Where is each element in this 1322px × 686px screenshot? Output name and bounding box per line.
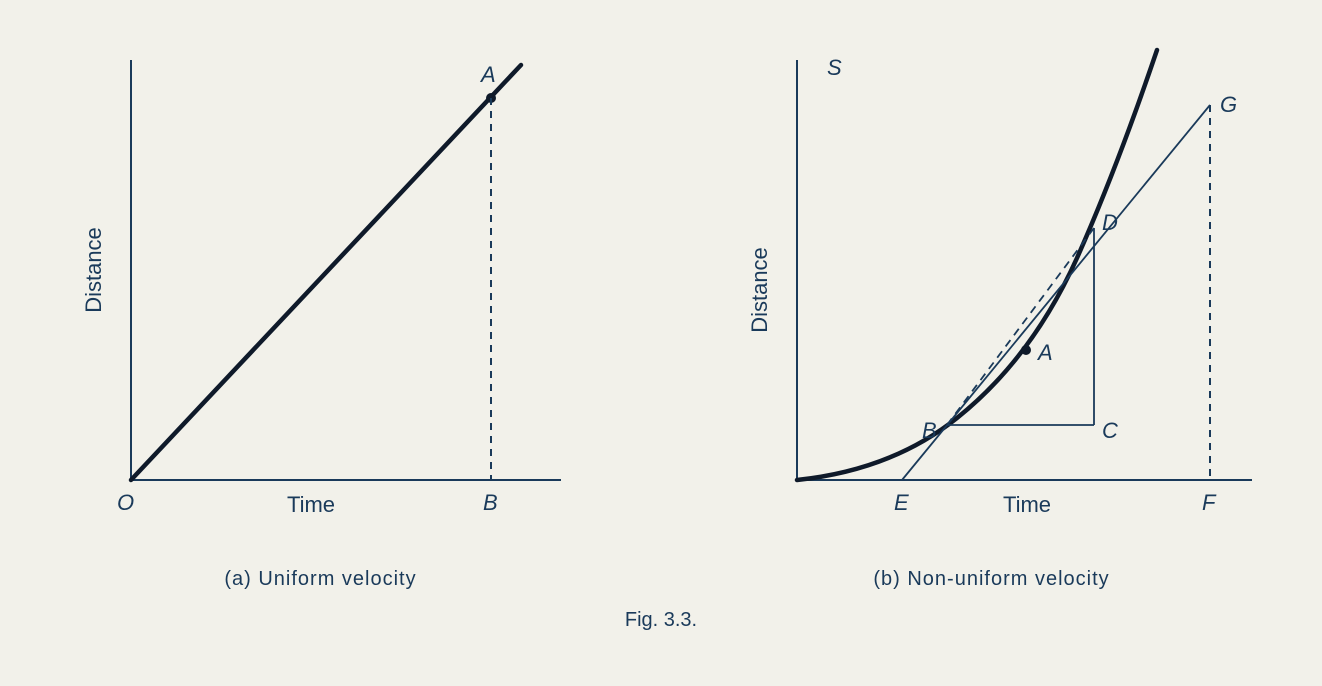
chart-b-label-S: S xyxy=(827,55,842,80)
chart-a-label-O: O xyxy=(117,490,134,515)
chart-b-chord-BD xyxy=(947,228,1094,425)
chart-a-label-A: A xyxy=(479,62,496,87)
chart-b-label-E: E xyxy=(894,490,909,515)
chart-b-xlabel: Time xyxy=(1002,492,1050,517)
figure-caption: Fig. 3.3. xyxy=(20,609,1302,632)
chart-b-point-A xyxy=(1021,345,1031,355)
chart-b-block: S G D A B C E F Time Distance (b) Non-un… xyxy=(712,20,1272,591)
chart-b-ylabel: Distance xyxy=(747,247,772,333)
chart-b-label-A: A xyxy=(1036,340,1053,365)
chart-a-svg: A O B Time Distance xyxy=(51,20,591,560)
chart-b-label-C: C xyxy=(1102,418,1118,443)
figure-container: A O B Time Distance (a) Uniform velocity xyxy=(20,20,1302,591)
chart-a-xlabel: Time xyxy=(286,492,334,517)
chart-b-label-F: F xyxy=(1202,490,1217,515)
chart-a-label-B: B xyxy=(483,490,498,515)
chart-b-label-D: D xyxy=(1102,210,1118,235)
chart-a-line xyxy=(131,65,521,480)
chart-b-label-B: B xyxy=(922,418,937,443)
chart-b-curve xyxy=(797,50,1157,480)
chart-b-subtitle: (b) Non-uniform velocity xyxy=(873,568,1109,591)
chart-a-subtitle: (a) Uniform velocity xyxy=(224,568,416,591)
chart-a-ylabel: Distance xyxy=(81,227,106,313)
chart-a-block: A O B Time Distance (a) Uniform velocity xyxy=(51,20,591,591)
chart-b-label-G: G xyxy=(1220,92,1237,117)
chart-b-svg: S G D A B C E F Time Distance xyxy=(712,20,1272,560)
